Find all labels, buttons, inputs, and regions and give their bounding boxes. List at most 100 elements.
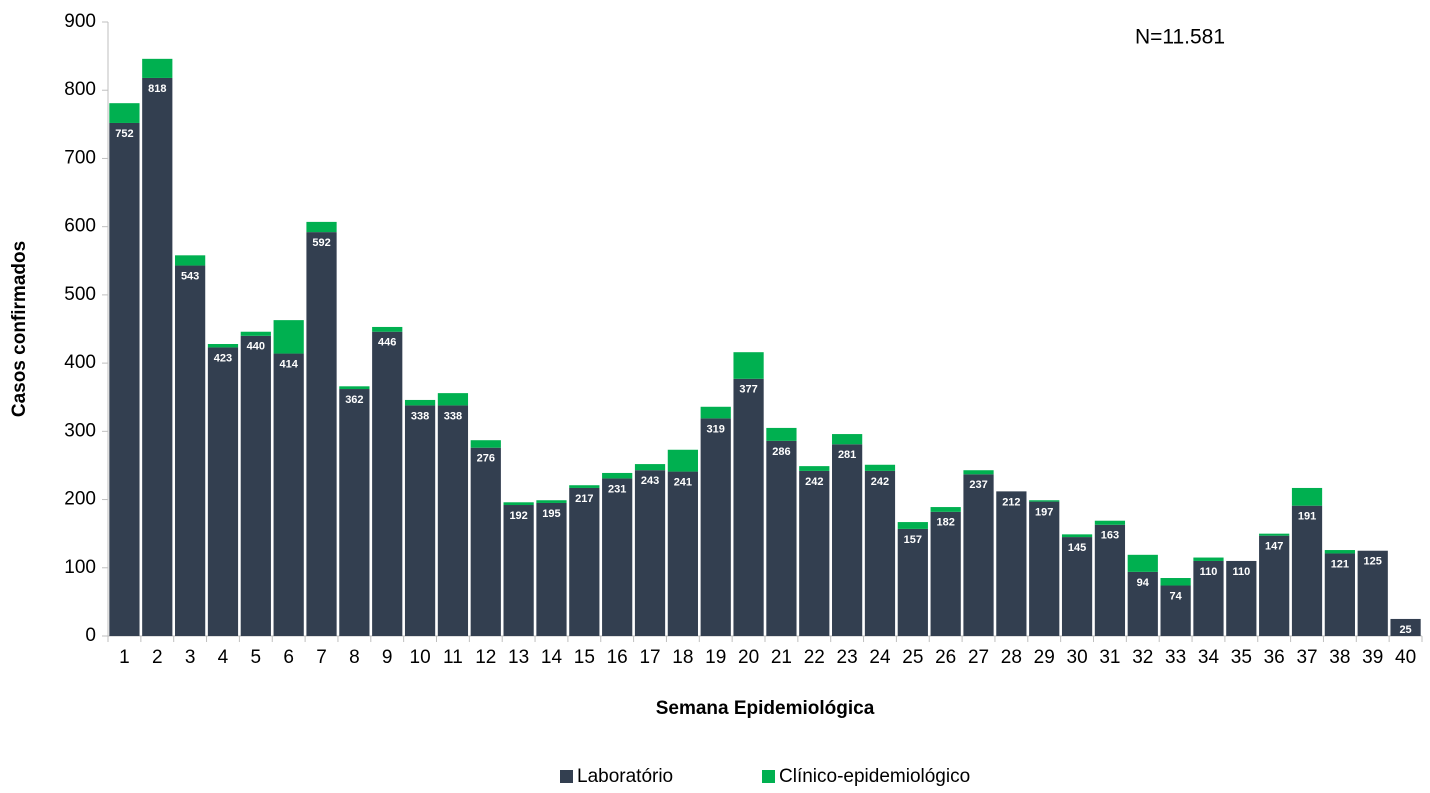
- value-label: 157: [904, 534, 922, 546]
- bar-segment: [339, 386, 370, 390]
- x-tick-label: 26: [935, 647, 956, 668]
- value-label: 362: [345, 394, 363, 406]
- value-label: 281: [838, 449, 856, 461]
- value-label: 377: [739, 384, 757, 396]
- value-label: 414: [279, 358, 298, 370]
- bar-segment: [1061, 537, 1093, 636]
- bar-segment: [700, 406, 731, 419]
- x-tick-label: 7: [316, 647, 327, 668]
- value-label: 182: [936, 517, 954, 529]
- x-tick-label: 24: [869, 647, 891, 668]
- value-label: 231: [608, 483, 626, 495]
- bar-segment: [733, 352, 764, 379]
- value-label: 319: [707, 423, 725, 435]
- bar-segment: [1029, 500, 1060, 502]
- x-tick-label: 27: [968, 647, 989, 668]
- bar-segment: [470, 440, 501, 448]
- value-label: 163: [1101, 530, 1119, 542]
- x-tick-label: 33: [1165, 647, 1186, 668]
- value-label: 592: [312, 237, 330, 249]
- bar-segment: [864, 470, 896, 636]
- bar-segment: [536, 500, 567, 503]
- bar-segment: [437, 405, 469, 636]
- bar-segment: [733, 378, 764, 636]
- value-label: 286: [772, 446, 790, 458]
- bar-segment: [175, 265, 206, 636]
- annotation: N=11.581: [1135, 26, 1225, 49]
- bar-segment: [930, 511, 961, 636]
- bar-segment: [207, 344, 239, 348]
- bar-segment: [963, 474, 994, 636]
- y-tick-label: 800: [64, 79, 96, 100]
- value-label: 543: [181, 270, 199, 282]
- bar-segment: [766, 440, 797, 636]
- y-tick-label: 500: [64, 284, 96, 305]
- value-label: 423: [214, 352, 232, 364]
- value-label: 74: [1170, 590, 1183, 602]
- value-label: 197: [1035, 507, 1053, 519]
- bar-segment: [766, 427, 797, 441]
- x-tick-label: 15: [574, 647, 595, 668]
- bar-segment: [404, 399, 436, 406]
- bar-segment: [897, 522, 928, 529]
- x-tick-label: 9: [382, 647, 393, 668]
- value-label: 276: [477, 453, 495, 465]
- bar-segment: [470, 447, 501, 636]
- bar-segment: [109, 122, 140, 637]
- x-tick-label: 6: [283, 647, 294, 668]
- legend-swatch: [762, 770, 775, 783]
- y-tick-label: 900: [64, 11, 96, 32]
- bar-segment: [273, 353, 304, 636]
- bar-segment: [667, 449, 698, 472]
- value-label: 145: [1068, 542, 1086, 554]
- x-tick-label: 1: [119, 647, 130, 668]
- bar-segment: [1259, 535, 1290, 636]
- bar-segment: [142, 77, 173, 637]
- x-axis-label: Semana Epidemiológica: [656, 698, 875, 719]
- value-label: 237: [969, 479, 987, 491]
- bar-segment: [930, 507, 961, 512]
- x-tick-label: 19: [705, 647, 726, 668]
- bar-segment: [503, 505, 534, 636]
- value-label: 440: [247, 341, 265, 353]
- x-tick-label: 4: [218, 647, 229, 668]
- bar-segment: [1259, 533, 1290, 536]
- x-tick-label: 31: [1099, 647, 1120, 668]
- value-label: 243: [641, 475, 659, 487]
- x-tick-label: 2: [152, 647, 163, 668]
- y-tick-label: 100: [64, 557, 96, 578]
- legend-swatch: [560, 770, 573, 783]
- bar-segment: [963, 470, 994, 475]
- bar-segment: [1193, 560, 1224, 636]
- x-tick-label: 3: [185, 647, 196, 668]
- y-axis-label: Casos confirmados: [9, 241, 30, 417]
- bar-segment: [634, 464, 666, 471]
- bar-segment: [273, 320, 304, 354]
- bar-segment: [404, 405, 436, 636]
- y-tick-label: 0: [85, 625, 96, 646]
- x-tick-label: 23: [837, 647, 858, 668]
- bar-segment: [372, 326, 403, 332]
- value-label: 242: [871, 476, 889, 488]
- bar-segment: [306, 221, 337, 233]
- x-tick-label: 16: [607, 647, 628, 668]
- bar-segment: [602, 472, 633, 479]
- bar-segment: [996, 491, 1027, 636]
- bar-segment: [700, 418, 731, 636]
- x-tick-label: 22: [804, 647, 825, 668]
- x-tick-label: 14: [541, 647, 563, 668]
- x-tick-label: 38: [1329, 647, 1350, 668]
- legend-label: Clínico-epidemiológico: [779, 766, 970, 787]
- bar-segment: [1357, 550, 1388, 636]
- bar-segment: [667, 471, 698, 636]
- bar-segment: [864, 464, 896, 471]
- value-label: 752: [115, 128, 133, 140]
- y-tick-label: 600: [64, 216, 96, 237]
- x-tick-label: 18: [672, 647, 693, 668]
- bar-segment: [437, 393, 469, 406]
- bar-segment: [175, 255, 206, 266]
- value-label: 195: [542, 508, 560, 520]
- legend-label: Laboratório: [577, 766, 673, 787]
- bar-segment: [569, 485, 600, 488]
